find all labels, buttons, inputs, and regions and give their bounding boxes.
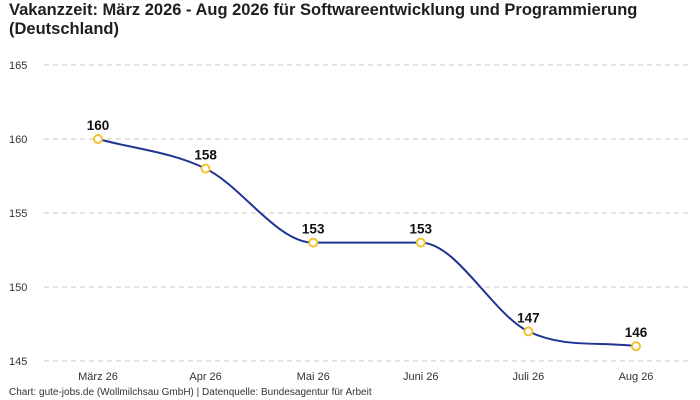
- data-label: 153: [302, 222, 325, 237]
- y-tick-label-145: 145: [9, 356, 27, 368]
- y-tick-label-165: 165: [9, 60, 27, 72]
- x-tick-label: Aug 26: [619, 371, 654, 383]
- x-tick-label: Juli 26: [513, 371, 545, 383]
- data-label: 160: [87, 118, 110, 133]
- x-tick-label: Mai 26: [297, 371, 330, 383]
- data-point: [93, 134, 103, 144]
- data-label: 147: [517, 310, 540, 325]
- data-markers: [93, 134, 641, 352]
- x-tick-label: März 26: [78, 371, 118, 383]
- data-label: 158: [194, 148, 217, 163]
- data-label: 153: [410, 222, 433, 237]
- y-tick-label-160: 160: [9, 134, 27, 146]
- chart-footer: Chart: gute-jobs.de (Wollmilchsau GmbH) …: [9, 387, 372, 398]
- data-point: [523, 326, 534, 337]
- data-point: [200, 163, 211, 174]
- gridlines: [44, 64, 692, 362]
- y-axis-ticks: 145 150 155 160 165: [9, 60, 27, 368]
- data-point: [308, 237, 319, 248]
- data-point: [631, 341, 641, 352]
- x-tick-label: Apr 26: [189, 371, 221, 383]
- series-line: [97, 138, 637, 348]
- chart-title: Vakanzzeit: März 2026 - Aug 2026 für Sof…: [9, 1, 638, 38]
- x-tick-label: Juni 26: [403, 371, 438, 383]
- y-tick-label-155: 155: [9, 208, 27, 220]
- data-labels: 160 158 153 153 147 146: [87, 118, 648, 340]
- data-point: [415, 237, 426, 248]
- x-axis-ticks: März 26 Apr 26 Mai 26 Juni 26 Juli 26 Aug 26: [78, 371, 653, 383]
- y-tick-label-150: 150: [9, 282, 27, 294]
- data-label: 146: [625, 325, 648, 340]
